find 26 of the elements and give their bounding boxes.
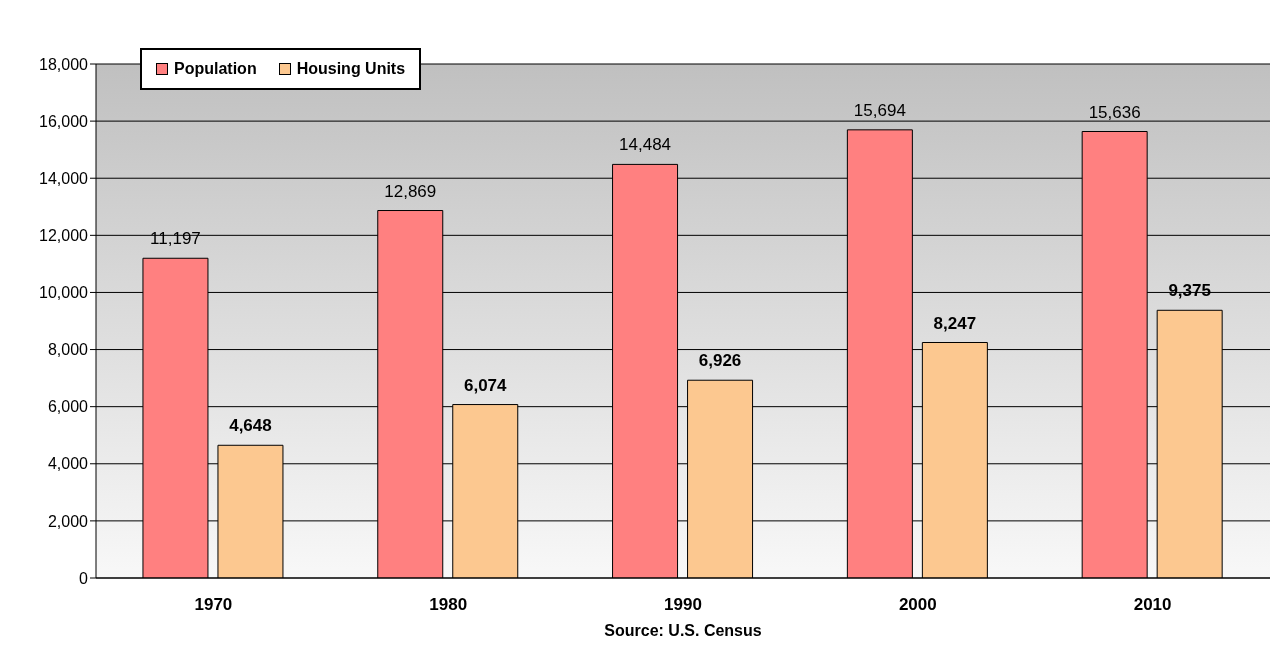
x-tick-label: 2000 [898, 595, 937, 615]
legend-label: Population [173, 60, 257, 78]
data-label: 12,869 [384, 181, 437, 201]
x-tick-label: 2010 [1133, 595, 1172, 615]
data-label: 15,636 [1088, 102, 1141, 122]
y-tick-label: 16,000 [39, 112, 89, 130]
x-tick-label: 1980 [429, 595, 468, 615]
x-tick-label: 1970 [194, 595, 233, 615]
y-tick-label: 6,000 [47, 398, 89, 416]
source-note: Source: U.S. Census [603, 622, 763, 640]
data-label: 14,484 [619, 135, 672, 155]
y-tick-label: 2,000 [47, 512, 89, 530]
y-tick-label: 18,000 [39, 55, 89, 73]
y-tick-label: 8,000 [47, 341, 89, 359]
y-tick-label: 10,000 [39, 284, 89, 302]
y-tick-label: 12,000 [39, 227, 89, 245]
data-label: 6,926 [698, 351, 742, 371]
y-tick-label: 0 [79, 569, 89, 587]
data-label: 4,648 [229, 416, 272, 436]
legend-label: Housing Units [295, 60, 406, 78]
data-label: 8,247 [933, 313, 977, 333]
y-tick-label: 14,000 [39, 169, 89, 187]
x-tick-label: 1990 [664, 595, 702, 615]
data-label: 15,694 [853, 100, 906, 120]
y-tick-label: 4,000 [47, 455, 89, 473]
data-label: 6,074 [463, 375, 508, 395]
